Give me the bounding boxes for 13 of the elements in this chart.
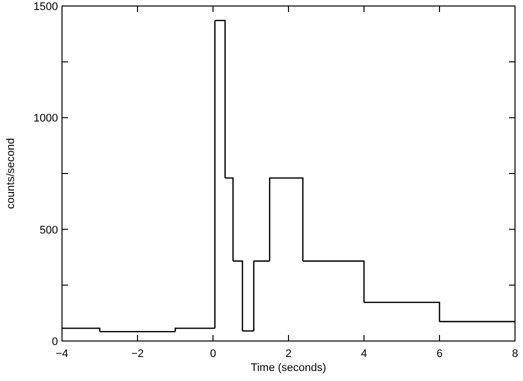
y-tick-label: 0: [52, 336, 58, 348]
x-tick-label: 6: [436, 348, 443, 360]
x-tick-label: 0: [210, 348, 216, 360]
y-tick-label: 1500: [34, 1, 58, 13]
y-axis-title: counts/second: [5, 138, 17, 209]
x-tick-label: 4: [360, 348, 368, 360]
x-axis-title: Time (seconds): [250, 362, 326, 374]
y-tick-label: 1000: [34, 112, 58, 125]
x-tick-label: 8: [512, 348, 518, 360]
y-tick-label: 500: [40, 224, 58, 236]
x-tick-label: −4: [56, 348, 68, 360]
x-tick-label: −2: [131, 348, 144, 360]
x-tick-label: 2: [285, 348, 292, 360]
